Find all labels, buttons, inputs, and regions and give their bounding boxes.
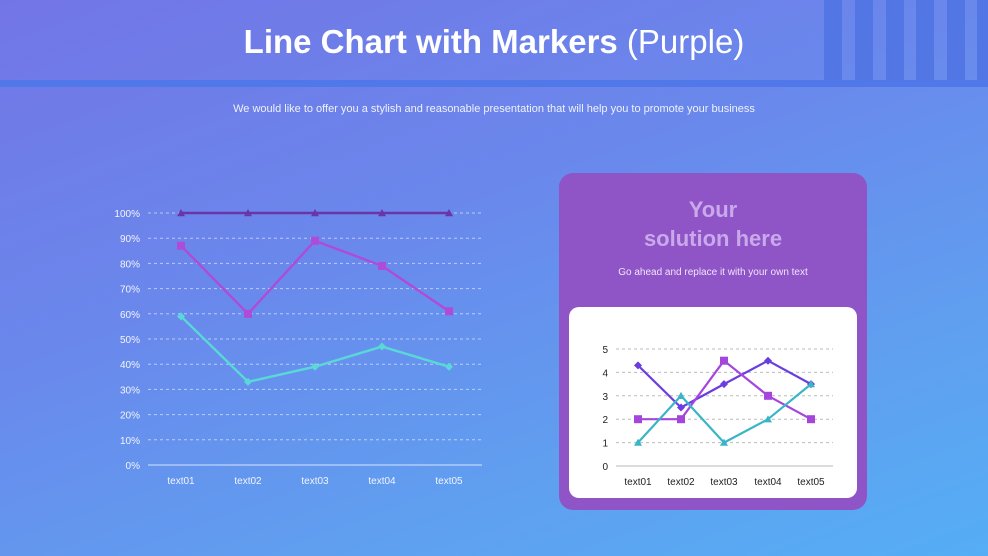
stripe xyxy=(977,0,988,80)
data-point-marker xyxy=(378,261,386,270)
y-tick-label: 80% xyxy=(120,259,140,270)
y-tick-label: 100% xyxy=(114,209,140,220)
y-tick-label: 20% xyxy=(120,411,140,422)
small-chart-panel xyxy=(569,307,857,498)
stripe xyxy=(947,0,965,80)
page-subtitle: We would like to offer you a stylish and… xyxy=(233,103,755,115)
y-tick-label: 30% xyxy=(120,385,140,396)
title-light: (Purple) xyxy=(617,23,745,60)
data-point-marker xyxy=(244,209,252,217)
x-tick-label: text04 xyxy=(368,476,396,487)
header-decor-stripes xyxy=(810,0,988,80)
y-tick-label: 40% xyxy=(120,360,140,371)
data-point-marker xyxy=(311,209,319,217)
y-tick-label: 90% xyxy=(120,234,140,245)
x-tick-label: text02 xyxy=(234,476,262,487)
stripe xyxy=(886,0,904,80)
card-title-line1: Your xyxy=(688,197,738,222)
stripe xyxy=(916,0,934,80)
solution-card: Your solution here Go ahead and replace … xyxy=(559,173,867,510)
title-bold: Line Chart with Markers xyxy=(243,23,618,60)
y-tick-label: 10% xyxy=(120,436,140,447)
page-title: Line Chart with Markers (Purple) xyxy=(0,20,988,64)
data-point-marker xyxy=(378,209,386,217)
data-point-marker xyxy=(445,307,453,316)
series-line xyxy=(180,315,450,384)
header-divider-bar xyxy=(0,80,988,87)
stripe xyxy=(824,0,842,80)
y-tick-label: 0% xyxy=(126,461,141,472)
y-tick-label: 50% xyxy=(120,335,140,346)
card-text: Go ahead and replace it with your own te… xyxy=(618,267,808,278)
card-title-line2: solution here xyxy=(643,226,783,251)
y-tick-label: 70% xyxy=(120,285,140,296)
data-point-marker xyxy=(445,362,453,371)
series-line xyxy=(180,239,450,315)
card-title: Your solution here xyxy=(559,195,867,253)
data-point-marker xyxy=(311,236,319,245)
data-point-marker xyxy=(378,342,386,351)
data-point-marker xyxy=(177,312,185,321)
x-tick-label: text05 xyxy=(435,476,463,487)
data-point-marker xyxy=(311,362,319,371)
stripe xyxy=(855,0,873,80)
data-point-marker xyxy=(445,209,453,217)
data-point-marker xyxy=(177,241,185,250)
y-tick-label: 60% xyxy=(120,310,140,321)
data-point-marker xyxy=(244,377,252,386)
data-point-marker xyxy=(244,309,252,318)
x-tick-label: text03 xyxy=(301,476,329,487)
data-point-marker xyxy=(177,209,185,217)
x-tick-label: text01 xyxy=(167,476,195,487)
